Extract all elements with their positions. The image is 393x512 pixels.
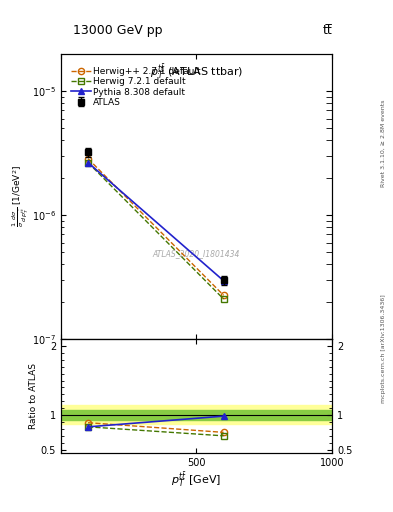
Y-axis label: $\frac{1}{\sigma}\frac{d\sigma}{d\,p_T^{t\bar{t}}}$ [1/GeV$^2$]: $\frac{1}{\sigma}\frac{d\sigma}{d\,p_T^{… bbox=[10, 165, 31, 227]
Pythia 8.308 default bbox=[86, 160, 90, 166]
Herwig 7.2.1 default bbox=[86, 160, 90, 166]
X-axis label: $p^{t\bar{t}}_{T}$ [GeV]: $p^{t\bar{t}}_{T}$ [GeV] bbox=[171, 471, 222, 489]
Bar bbox=[61, 410, 332, 420]
Text: 13000 GeV pp: 13000 GeV pp bbox=[73, 25, 163, 37]
Herwig++ 2.7.1 default bbox=[221, 292, 226, 298]
Legend: Herwig++ 2.7.1 default, Herwig 7.2.1 default, Pythia 8.308 default, ATLAS: Herwig++ 2.7.1 default, Herwig 7.2.1 def… bbox=[71, 67, 201, 107]
Herwig++ 2.7.1 default bbox=[86, 156, 90, 162]
Bar bbox=[61, 404, 332, 424]
Y-axis label: Ratio to ATLAS: Ratio to ATLAS bbox=[29, 363, 38, 429]
Text: $p_T^{t\bar{t}}$ (ATLAS ttbar): $p_T^{t\bar{t}}$ (ATLAS ttbar) bbox=[150, 62, 243, 81]
Line: Pythia 8.308 default: Pythia 8.308 default bbox=[85, 159, 227, 284]
Line: Herwig++ 2.7.1 default: Herwig++ 2.7.1 default bbox=[85, 156, 227, 298]
Text: tt̅: tt̅ bbox=[322, 25, 332, 37]
Herwig 7.2.1 default bbox=[221, 296, 226, 302]
Line: Herwig 7.2.1 default: Herwig 7.2.1 default bbox=[85, 159, 227, 302]
Text: mcplots.cern.ch [arXiv:1306.3436]: mcplots.cern.ch [arXiv:1306.3436] bbox=[381, 294, 386, 402]
Text: ATLAS_2020_I1801434: ATLAS_2020_I1801434 bbox=[153, 249, 240, 258]
Pythia 8.308 default bbox=[221, 278, 226, 284]
Text: Rivet 3.1.10, ≥ 2.8M events: Rivet 3.1.10, ≥ 2.8M events bbox=[381, 100, 386, 187]
